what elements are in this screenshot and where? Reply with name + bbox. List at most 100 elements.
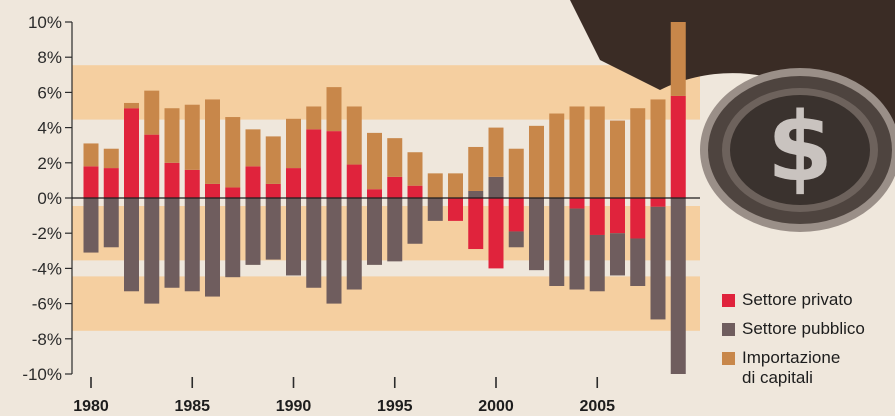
bar-segment (468, 198, 484, 250)
bar-segment (306, 129, 322, 198)
bar-group-2002 (529, 125, 544, 271)
bar-segment (367, 198, 382, 265)
x-axis: 1980 1985 1990 1995 2000 2005 (73, 377, 615, 415)
bar-segment (103, 148, 119, 169)
y-tick-label: 6% (37, 83, 62, 102)
bar-segment (164, 198, 180, 288)
bar-segment (346, 198, 362, 290)
bar-segment (245, 198, 261, 265)
bar-segment (589, 234, 605, 292)
bar-segment (346, 164, 362, 198)
bar-group-1984 (164, 108, 180, 288)
bar-segment (549, 113, 565, 198)
legend-swatch-capital (722, 352, 735, 365)
bar-group-1983 (144, 90, 160, 304)
bar-segment (83, 166, 99, 198)
bar-segment (508, 231, 524, 248)
y-tick-label: 0% (37, 189, 62, 208)
x-tick-label: 1995 (377, 398, 413, 415)
bar-segment (144, 134, 160, 198)
bar-segment (245, 166, 261, 198)
bar-segment (265, 136, 281, 184)
bar-group-1988 (245, 129, 261, 265)
bar-group-1986 (205, 99, 220, 297)
bars (72, 22, 700, 374)
bar-segment (164, 162, 180, 198)
y-tick-label: -10% (22, 365, 62, 384)
bar-group-1998 (448, 173, 463, 221)
bar-group-1995 (387, 138, 403, 262)
bar-segment (326, 87, 342, 132)
y-tick-label: -4% (32, 259, 62, 278)
legend: Settore privato Settore pubblico Importa… (722, 290, 892, 399)
bar-segment (448, 173, 463, 198)
bar-group-2001 (508, 148, 524, 248)
svg-text:$: $ (767, 93, 833, 203)
bar-segment (346, 106, 362, 165)
bar-segment (306, 198, 322, 288)
bar-segment (610, 233, 625, 276)
bar-segment (205, 183, 220, 198)
bar-group-2000 (488, 127, 504, 269)
bar-group-1993 (346, 106, 362, 290)
bar-segment (670, 198, 686, 374)
bar-group-1980 (83, 143, 99, 253)
bar-group-1981 (103, 148, 119, 248)
bar-group-1985 (184, 104, 200, 292)
bar-segment (326, 198, 342, 304)
bar-group-2005 (589, 106, 605, 292)
bar-segment (630, 238, 646, 286)
bar-segment (306, 106, 322, 130)
bar-segment (427, 198, 443, 221)
bar-group-1999 (468, 146, 484, 250)
x-tick-label: 1990 (276, 398, 312, 415)
legend-item-public: Settore pubblico (722, 319, 892, 341)
bar-segment (367, 189, 382, 198)
x-tick-label: 2005 (579, 398, 615, 415)
bar-segment (387, 176, 403, 198)
bar-segment (367, 132, 382, 190)
legend-label-public: Settore pubblico (742, 319, 865, 338)
bar-segment (225, 117, 241, 188)
bar-segment (650, 198, 666, 207)
ring-illustration: $ (570, 0, 895, 232)
legend-swatch-public (722, 323, 735, 336)
y-tick-label: -2% (32, 224, 62, 243)
bar-segment (205, 99, 220, 184)
bar-segment (468, 146, 484, 191)
bar-segment (205, 198, 220, 297)
bar-segment (610, 120, 625, 198)
bar-segment (387, 138, 403, 177)
bar-segment (103, 198, 119, 248)
bar-segment (610, 198, 625, 234)
x-tick-label: 1985 (174, 398, 210, 415)
y-tick-label: 8% (37, 48, 62, 67)
bar-segment (427, 173, 443, 198)
bar-segment (508, 198, 524, 232)
bar-segment (286, 198, 301, 276)
bar-group-1989 (265, 136, 281, 260)
y-tick-label: -6% (32, 295, 62, 314)
bar-segment (529, 125, 544, 198)
legend-label-capital: Importazione di capitali (742, 348, 840, 388)
bar-group-2008 (650, 99, 666, 320)
bar-segment (184, 104, 200, 170)
x-tick-label: 1980 (73, 398, 109, 415)
bar-group-2009 (670, 22, 686, 374)
bar-segment (83, 198, 99, 253)
bar-group-1987 (225, 117, 241, 278)
bar-segment (670, 95, 686, 198)
bar-segment (245, 129, 261, 167)
y-tick-label: 2% (37, 154, 62, 173)
bar-group-1996 (407, 152, 423, 244)
bar-segment (630, 108, 646, 198)
bar-group-2004 (569, 106, 585, 290)
bar-segment (326, 131, 342, 198)
bar-segment (529, 198, 544, 271)
y-axis: 10% 8% 6% 4% 2% 0% -2% -4% -6% -8% -10% (22, 13, 73, 384)
bar-group-1991 (306, 106, 322, 288)
legend-swatch-private (722, 294, 735, 307)
legend-label-private: Settore privato (742, 290, 853, 309)
